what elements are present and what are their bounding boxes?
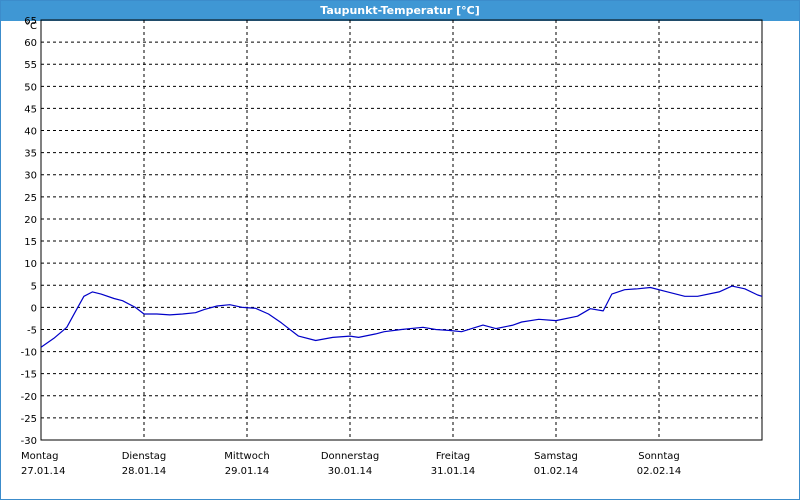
plot-frame	[40, 19, 763, 441]
x-tick-date: 29.01.14	[225, 466, 270, 477]
x-tick-date: 31.01.14	[431, 466, 476, 477]
y-tick-label: 65	[24, 16, 37, 27]
y-tick-label: 50	[24, 82, 37, 93]
y-tick-label: 20	[24, 215, 37, 226]
y-tick-label: 0	[31, 303, 37, 314]
series-line	[40, 285, 763, 348]
x-tick-date: 02.02.14	[637, 466, 682, 477]
x-tick-day: Freitag	[436, 451, 470, 462]
x-tick-day: Samstag	[534, 451, 578, 462]
window-title: Taupunkt-Temperatur [°C]	[1, 1, 799, 21]
x-tick-day: Dienstag	[122, 451, 167, 462]
y-tick-label: 35	[24, 149, 37, 160]
x-tick-day: Donnerstag	[321, 451, 379, 462]
y-tick-label: -25	[21, 414, 37, 425]
y-axis-unit: °C	[25, 21, 37, 32]
y-tick-label: 40	[24, 127, 37, 138]
y-tick-label: -5	[27, 325, 37, 336]
y-tick-label: 45	[24, 104, 37, 115]
y-tick-label: 10	[24, 259, 37, 270]
x-tick-day: Montag	[21, 451, 58, 462]
y-tick-label: -30	[21, 436, 37, 447]
y-tick-label: 30	[24, 171, 37, 182]
y-tick-label: -20	[21, 392, 37, 403]
x-tick-date: 27.01.14	[21, 466, 66, 477]
x-tick-date: 01.02.14	[534, 466, 579, 477]
y-tick-label: 55	[24, 60, 37, 71]
y-tick-label: -15	[21, 370, 37, 381]
y-tick-label: 5	[31, 281, 37, 292]
x-tick-date: 30.01.14	[328, 466, 373, 477]
y-tick-label: -10	[21, 348, 37, 359]
chart-plot: -30 -25 -20 -15 -10 -5 0 5 10 15 20 25 30 35 40 45 50 55 6…	[21, 16, 763, 477]
y-tick-label: 25	[24, 193, 37, 204]
x-tick-day: Sonntag	[638, 451, 680, 462]
y-tick-label: 15	[24, 237, 37, 248]
x-tick-day: Mittwoch	[224, 451, 269, 462]
y-tick-label: 60	[24, 38, 37, 49]
x-tick-date: 28.01.14	[122, 466, 167, 477]
